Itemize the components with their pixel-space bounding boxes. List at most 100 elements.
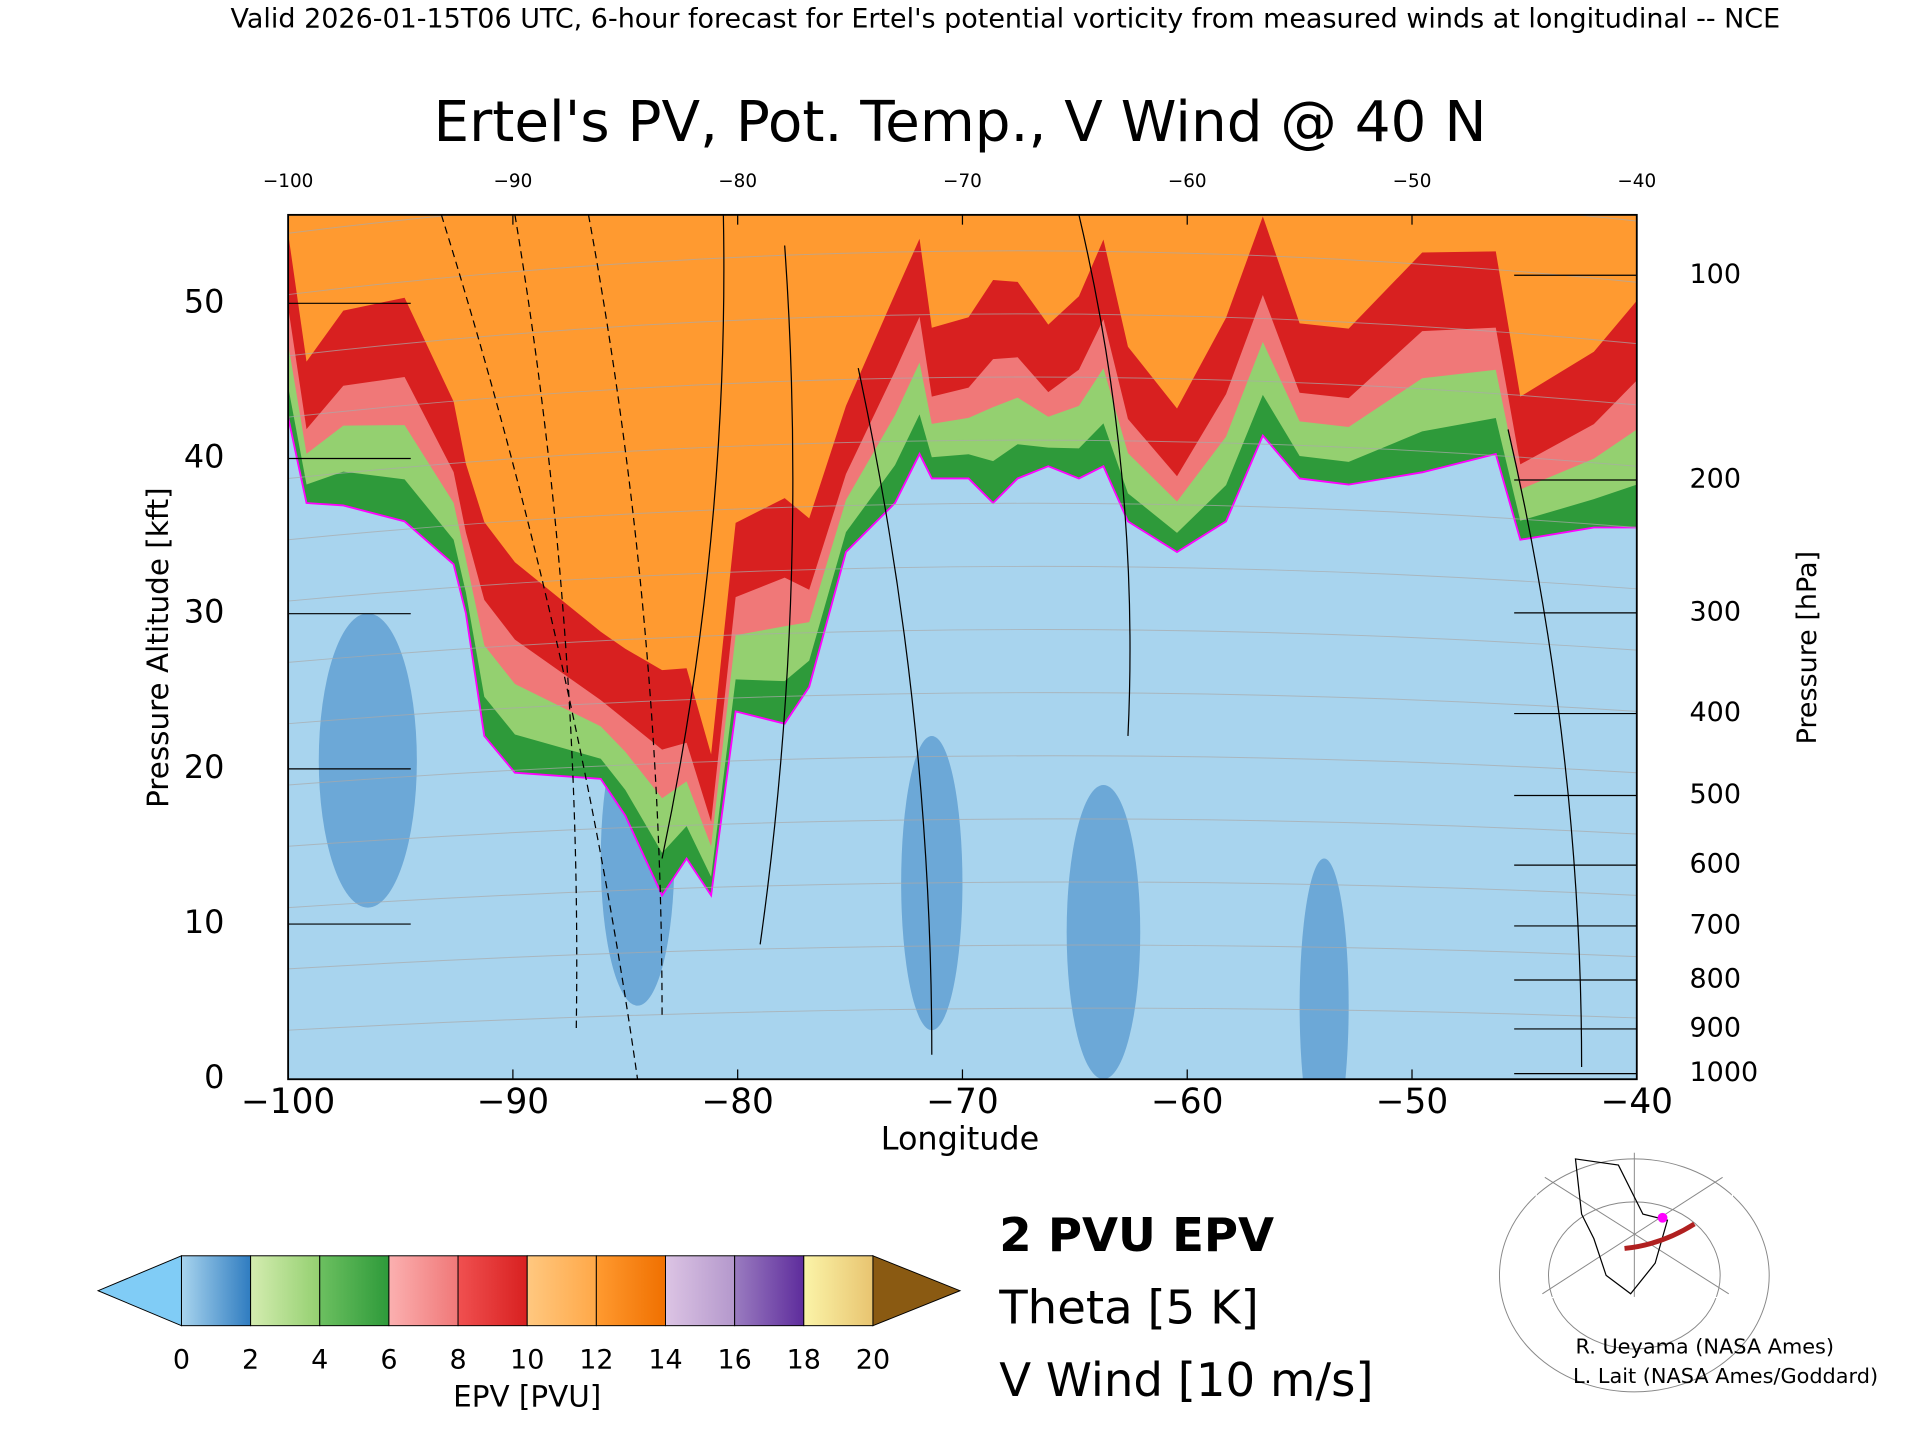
legend-entry: 2 PVU EPV (999, 1208, 1274, 1262)
theta-line (288, 502, 1637, 541)
field-blob (1299, 858, 1349, 1080)
colorbar-tick-label: 16 (717, 1345, 751, 1376)
credit: R. Ueyama (NASA Ames) (1575, 1335, 1834, 1359)
y2-tick-label: 400 (1690, 697, 1741, 728)
wind-contour (514, 214, 578, 1031)
colorbar-segment (388, 1255, 459, 1327)
colorbar-tick-label: 18 (787, 1345, 821, 1376)
colorbar-label: EPV [PVU] (453, 1380, 601, 1414)
theta-line (288, 629, 1637, 663)
map-inset (1498, 1149, 1770, 1393)
colorbar-tick-label: 4 (311, 1345, 328, 1376)
legend-entry: Theta [5 K] (998, 1280, 1259, 1334)
colorbar-segment (665, 1255, 736, 1327)
colorbar-segment (250, 1255, 321, 1327)
colorbar-segment (457, 1255, 528, 1327)
x2-tick-label: −90 (494, 171, 533, 192)
x2-tick-label: −60 (1168, 171, 1207, 192)
y2-tick-label: 200 (1690, 463, 1741, 494)
theta-line (288, 313, 1637, 357)
wind-contour (587, 214, 663, 1018)
wind-contour (661, 214, 725, 859)
colorbar-tick-label: 2 (242, 1345, 259, 1376)
theta-line (288, 881, 1637, 909)
wind-contour (857, 367, 933, 1055)
colorbar-tick-label: 10 (510, 1345, 544, 1376)
colorbar-over (872, 1255, 962, 1327)
theta-line (288, 818, 1637, 847)
x2-tick-label: −40 (1617, 171, 1656, 192)
colorbar-under (96, 1255, 182, 1327)
colorbar-segment (319, 1255, 390, 1327)
theta-line (288, 565, 1637, 602)
inset-grid (1542, 1176, 1723, 1295)
y2-tick-label: 600 (1690, 849, 1741, 880)
x2-tick-label: −70 (943, 171, 982, 192)
y-tick-label: 10 (184, 903, 225, 941)
y2-tick-label: 900 (1690, 1012, 1741, 1043)
x-axis-label: Longitude (881, 1120, 1039, 1158)
y-tick-label: 30 (184, 593, 225, 631)
colorbar-tick-label: 8 (449, 1345, 466, 1376)
x-tick-label: −100 (241, 1082, 335, 1122)
y2-tick-label: 100 (1690, 259, 1741, 290)
inset-point (1657, 1212, 1668, 1223)
y2-tick-label: 700 (1690, 909, 1741, 940)
header: Valid 2026-01-15T06 UTC, 6-hour forecast… (231, 3, 1781, 34)
x2-tick-label: −50 (1393, 171, 1432, 192)
colorbar-segment (526, 1255, 597, 1327)
colorbar-tick-label: 12 (579, 1345, 613, 1376)
theta-line (288, 1007, 1637, 1031)
y-tick-label: 40 (184, 438, 225, 476)
two-pvu-line (288, 416, 1637, 898)
x2-tick-label: −100 (263, 171, 313, 192)
credit: L. Lait (NASA Ames/Goddard) (1573, 1364, 1878, 1388)
theta-line (288, 755, 1637, 786)
colorbar-tick-label: 20 (856, 1345, 890, 1376)
colorbar-segment (595, 1255, 666, 1327)
x-tick-label: −70 (926, 1082, 998, 1122)
inset-coast (1574, 1158, 1669, 1295)
field-blob (1066, 784, 1141, 1080)
x-tick-label: −50 (1376, 1082, 1448, 1122)
y2-tick-label: 300 (1690, 596, 1741, 627)
theta-line (288, 944, 1637, 970)
colorbar-segment (180, 1255, 252, 1327)
y-tick-label: 0 (204, 1058, 224, 1096)
theta-line (288, 439, 1637, 479)
theta-line (288, 250, 1637, 296)
legend-entry: V Wind [10 m/s] (999, 1353, 1373, 1407)
field-blob (318, 613, 417, 908)
y-tick-label: 50 (184, 282, 225, 320)
x-tick-label: −80 (701, 1082, 773, 1122)
theta-line (288, 376, 1637, 418)
wind-contour (759, 245, 794, 945)
wind-contour (1078, 214, 1131, 736)
colorbar-tick-label: 14 (648, 1345, 682, 1376)
colorbar-tick-label: 0 (173, 1345, 190, 1376)
x-tick-label: −40 (1601, 1082, 1673, 1122)
y2-tick-label: 1000 (1690, 1057, 1759, 1088)
inset-grid (1544, 1176, 1729, 1295)
x-tick-label: −90 (477, 1082, 549, 1122)
y-tick-label: 20 (184, 748, 225, 786)
y2-tick-label: 500 (1690, 779, 1741, 810)
colorbar-segment (803, 1255, 874, 1327)
theta-line (288, 692, 1637, 725)
colorbar-tick-label: 6 (380, 1345, 397, 1376)
wind-contour (440, 214, 639, 1080)
colorbar-segment (734, 1255, 805, 1327)
y2-axis-label: Pressure [hPa] (1792, 551, 1823, 744)
x2-tick-label: −80 (718, 171, 757, 192)
y-axis-label: Pressure Altitude [kft] (141, 487, 175, 808)
y2-tick-label: 800 (1690, 964, 1741, 995)
chart-title: Ertel's PV, Pot. Temp., V Wind @ 40 N (433, 90, 1486, 155)
inset-frame (1535, 1149, 1734, 1299)
field-orange (288, 214, 1637, 755)
inset-section (1624, 1221, 1696, 1251)
field (288, 214, 1637, 1080)
x-tick-label: −60 (1151, 1082, 1223, 1122)
wind-contour (1507, 429, 1583, 1067)
